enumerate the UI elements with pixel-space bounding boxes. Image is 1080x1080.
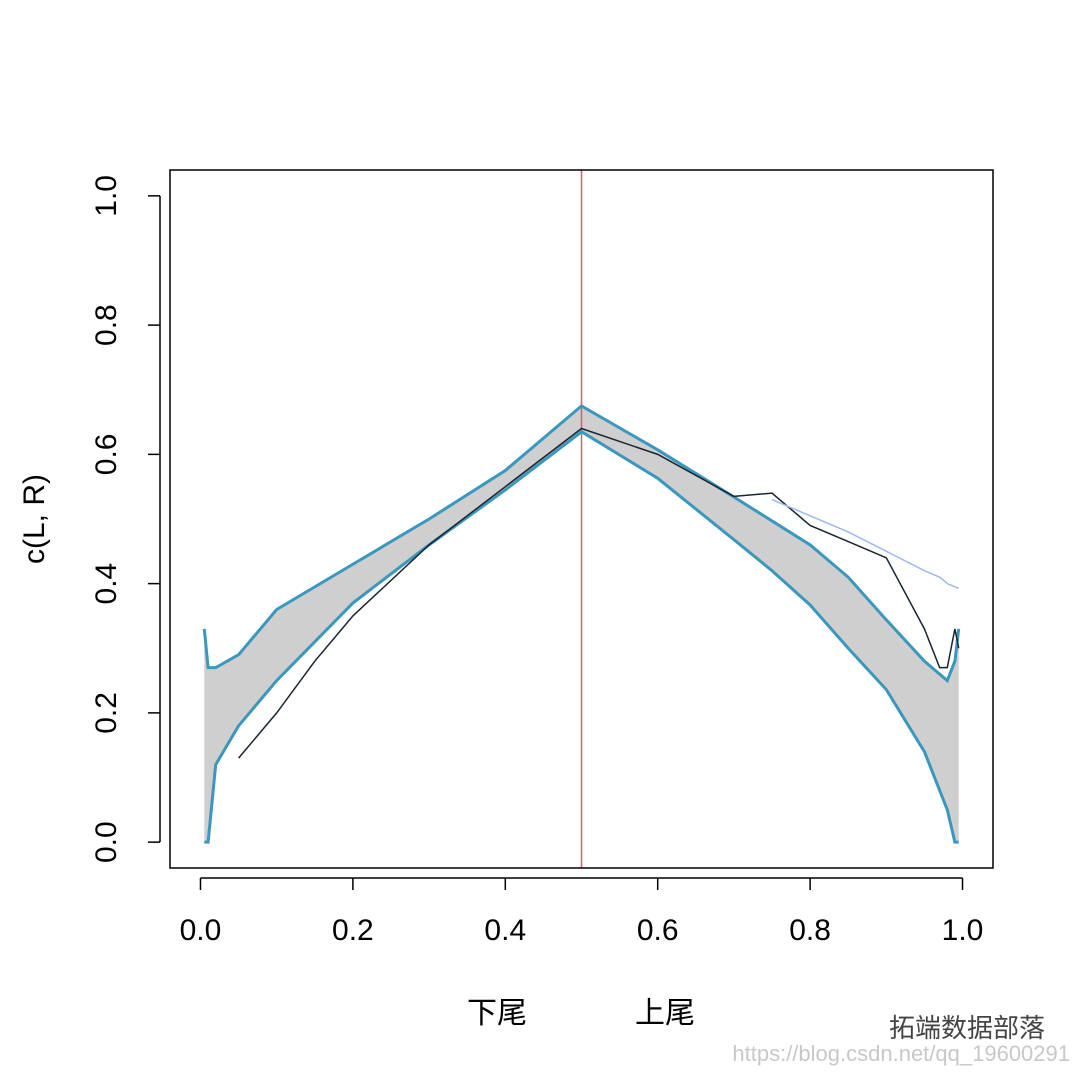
x-tick-label: 0.6 — [637, 914, 679, 947]
x-tick-label: 0.4 — [484, 914, 526, 947]
x-tick-label: 0.8 — [789, 914, 831, 947]
y-tick-label: 0.2 — [90, 692, 123, 734]
watermark: 拓端数据部落 — [889, 1013, 1045, 1043]
series-line — [238, 427, 960, 759]
series-line — [204, 429, 959, 844]
y-tick-label: 0.0 — [90, 821, 123, 863]
y-tick-label: 0.6 — [90, 434, 123, 476]
y-tick-label: 0.4 — [90, 563, 123, 605]
y-axis-label: c(L, R) — [18, 474, 51, 564]
x-annotation: 下尾 — [467, 997, 527, 1030]
series-line — [771, 498, 959, 589]
x-tick-label: 0.2 — [332, 914, 374, 947]
x-tick-label: 1.0 — [942, 914, 984, 947]
y-tick-label: 1.0 — [90, 175, 123, 217]
x-annotation: 上尾 — [635, 997, 695, 1030]
x-tick-label: 0.0 — [180, 914, 222, 947]
plot-frame — [169, 169, 994, 869]
watermark-url: https://blog.csdn.net/qq_19600291 — [732, 1041, 1070, 1066]
y-tick-label: 0.8 — [90, 304, 123, 346]
series-line — [202, 404, 961, 684]
